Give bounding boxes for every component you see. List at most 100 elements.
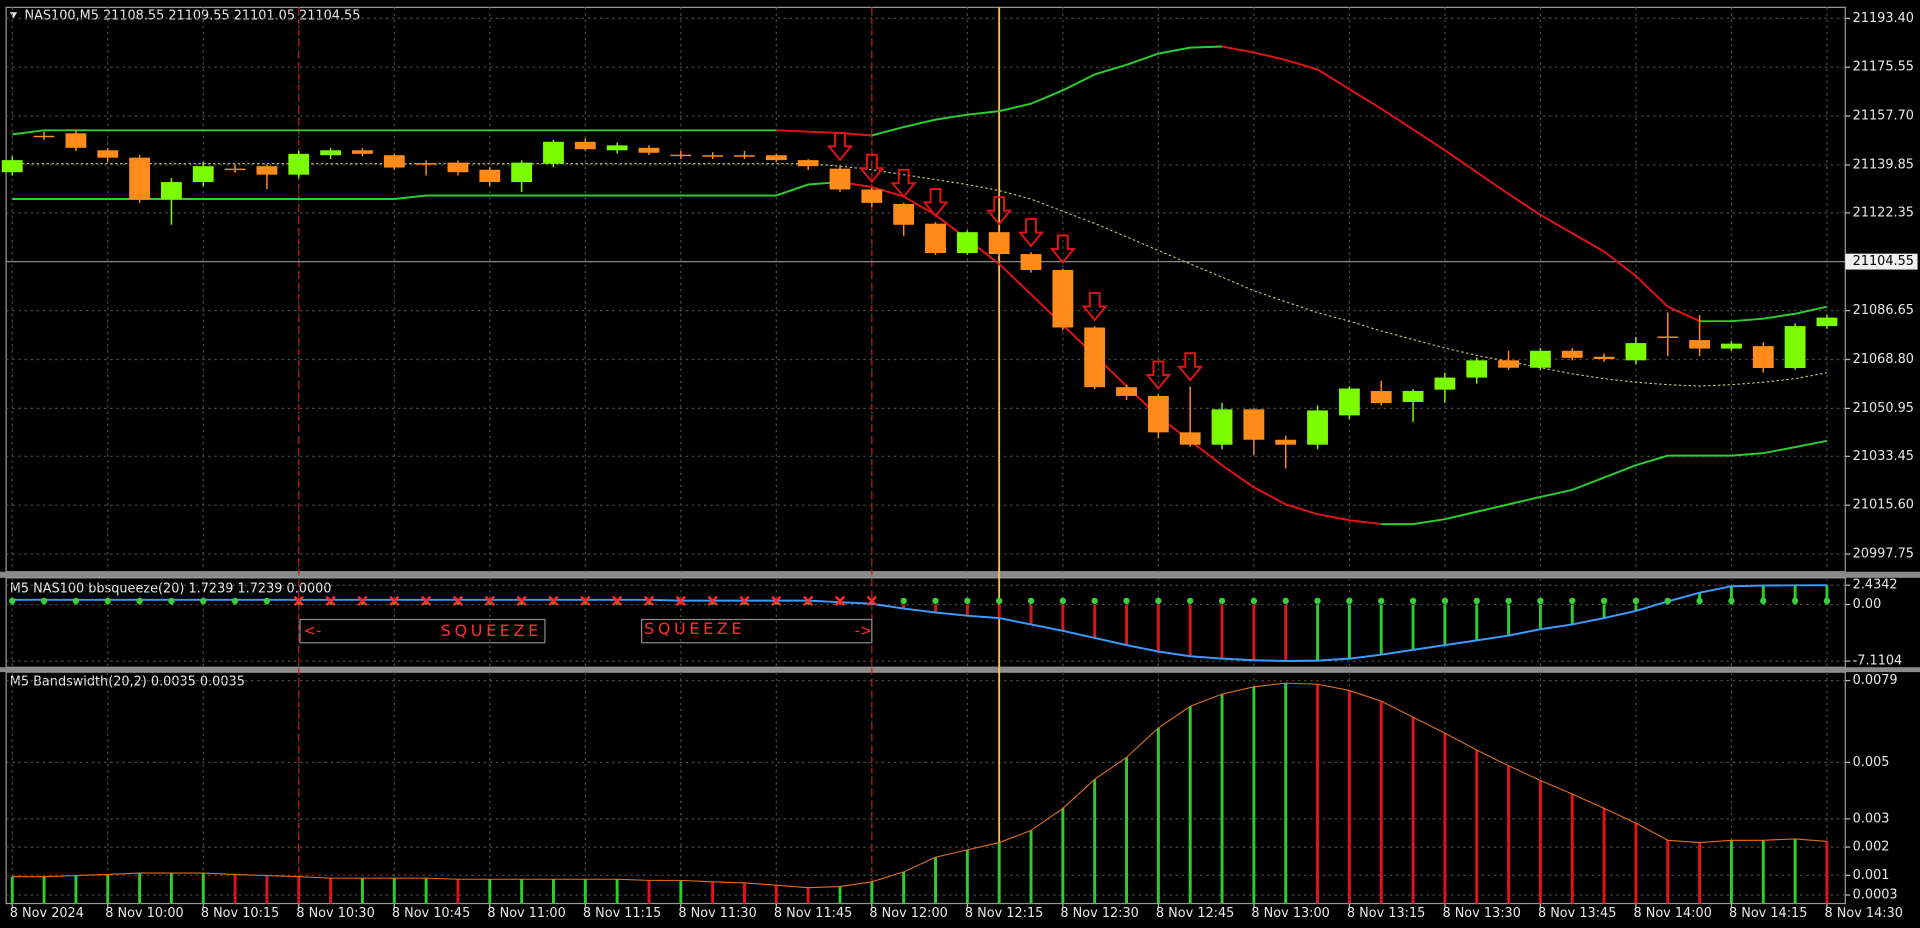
x-tick-label: 8 Nov 12:00: [869, 906, 947, 921]
squeeze-cross: [834, 595, 846, 607]
x-tick-label: 8 Nov 10:45: [392, 906, 470, 921]
candle-body: [1147, 395, 1169, 433]
squeeze-dot: [1123, 597, 1130, 605]
annotation-text: SQUEEZE: [441, 621, 542, 640]
candle-body: [702, 155, 724, 157]
x-tick-label: 8 Nov 10:00: [105, 906, 183, 921]
chart-title: NAS100,M5 21108.55 21109.55 21101.05 211…: [24, 8, 360, 23]
y-tick-label: 0.0003: [1853, 888, 1898, 903]
squeeze-dot: [1282, 597, 1289, 605]
candle-body: [161, 182, 182, 200]
squeeze-cross: [389, 595, 400, 607]
annotation-box: [641, 618, 873, 644]
panel-separator: [0, 571, 1920, 578]
candle-body: [1752, 346, 1774, 368]
sell-arrow: [1081, 292, 1108, 322]
band-line: [12, 181, 841, 201]
squeeze-dot: [168, 597, 175, 605]
indicator-line: [12, 584, 1827, 663]
sell-arrow: [858, 153, 885, 184]
candle-body: [797, 160, 819, 167]
squeeze-dot: [1218, 597, 1226, 605]
panel-title: M5 NAS100 bbsqueeze(20) 1.7239 1.7239 0.…: [10, 581, 332, 596]
squeeze-dot: [932, 597, 939, 605]
y-tick-label: 21193.40: [1853, 11, 1914, 26]
squeeze-cross: [866, 595, 877, 607]
y-tick-label: 21033.45: [1853, 449, 1914, 464]
candle-body: [1020, 254, 1042, 270]
x-tick-label: 8 Nov 13:00: [1251, 906, 1329, 921]
candle-body: [606, 145, 628, 151]
candle-body: [1625, 343, 1647, 361]
y-tick-label: -7.1104: [1853, 654, 1903, 669]
candle-body: [447, 162, 469, 173]
x-tick-label: 8 Nov 2024: [10, 906, 84, 921]
candle-body: [1, 160, 23, 173]
candle-body: [1657, 336, 1679, 338]
y-tick-label: 21122.35: [1853, 205, 1914, 220]
x-tick-label: 8 Nov 11:45: [774, 906, 852, 921]
x-tick-label: 8 Nov 11:15: [583, 906, 661, 921]
squeeze-dot: [1346, 597, 1353, 605]
band-line: [1699, 305, 1828, 323]
indicator-line: [12, 682, 1827, 889]
candle-body: [1530, 350, 1551, 368]
squeeze-dot: [1027, 597, 1035, 605]
candle-body: [1402, 390, 1424, 402]
squeeze-dot: [1760, 597, 1767, 605]
squeeze-cross: [516, 595, 527, 607]
sell-arrow: [826, 131, 854, 162]
candle-body: [192, 166, 214, 183]
candle-body: [1466, 360, 1488, 378]
squeeze-dot: [1059, 597, 1067, 605]
annotation-text: ->: [855, 623, 873, 640]
x-tick-label: 8 Nov 14:30: [1824, 906, 1902, 921]
squeeze-dot: [964, 597, 971, 605]
y-tick-label: 21086.65: [1853, 303, 1914, 318]
candle-body: [129, 157, 150, 200]
squeeze-dot: [231, 597, 239, 605]
squeeze-dot: [9, 597, 16, 605]
squeeze-cross: [771, 595, 782, 607]
y-tick-label: 0.0079: [1853, 673, 1898, 688]
squeeze-dot: [1632, 597, 1640, 605]
y-tick-label: 0.002: [1853, 840, 1890, 855]
candle-body: [256, 166, 278, 175]
candle-body: [1275, 439, 1297, 445]
candle-body: [543, 141, 564, 164]
x-tick-label: 8 Nov 12:15: [965, 906, 1043, 921]
candle-body: [1689, 340, 1710, 349]
candle-body: [65, 133, 87, 148]
candle-body: [925, 223, 946, 253]
candle-body: [1816, 317, 1838, 327]
y-tick-label: 21015.60: [1853, 498, 1914, 513]
sell-arrow: [1017, 218, 1045, 248]
x-tick-label: 8 Nov 14:00: [1633, 906, 1711, 921]
sell-arrow: [890, 168, 917, 199]
squeeze-cross: [803, 595, 814, 607]
candle-body: [765, 155, 787, 161]
candle-body: [893, 203, 915, 225]
squeeze-cross: [739, 595, 750, 607]
squeeze-cross: [548, 595, 559, 607]
candle-body: [1561, 350, 1583, 358]
y-tick-label: 21050.95: [1853, 401, 1914, 416]
candle-body: [1052, 269, 1074, 328]
squeeze-dot: [1537, 597, 1544, 605]
x-tick-label: 8 Nov 13:45: [1538, 906, 1616, 921]
x-tick-label: 8 Nov 10:30: [296, 906, 374, 921]
candle-body: [1721, 343, 1742, 349]
squeeze-dot: [1823, 597, 1831, 605]
current-price-label: 21104.55: [1853, 254, 1914, 269]
candle-body: [1370, 390, 1392, 404]
y-tick-label: 0.003: [1853, 811, 1890, 826]
candle-body: [829, 168, 851, 190]
current-price-box: [1845, 253, 1918, 270]
squeeze-dot: [136, 597, 143, 605]
squeeze-dot: [1473, 597, 1480, 605]
squeeze-dot: [104, 597, 111, 605]
squeeze-dot: [1664, 597, 1671, 605]
candle-body: [1434, 377, 1456, 390]
